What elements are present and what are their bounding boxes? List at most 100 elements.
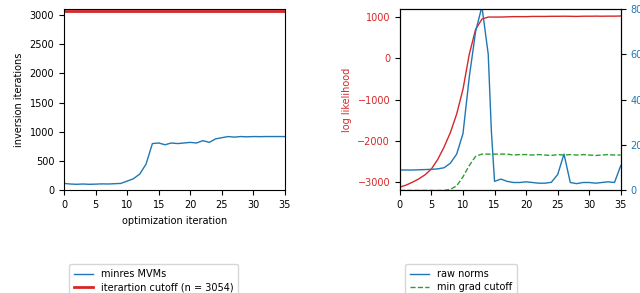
minres MVMs — [281, 135, 289, 138]
minres MVMs — [142, 162, 150, 166]
min grad cutoff — [465, 164, 473, 167]
minres MVMs — [98, 182, 106, 186]
min grad cutoff — [484, 152, 492, 156]
min grad cutoff — [491, 152, 499, 156]
raw norms — [478, 5, 486, 8]
minres MVMs — [124, 179, 131, 183]
minres MVMs — [205, 141, 213, 144]
min grad cutoff — [472, 155, 479, 158]
iterartion cutoff (n = 3054) — [67, 10, 74, 13]
min grad cutoff — [396, 189, 404, 192]
raw norms — [434, 167, 442, 171]
raw norms — [491, 180, 499, 183]
min grad cutoff — [604, 153, 612, 156]
raw norms — [447, 161, 454, 165]
iterartion cutoff (n = 3054) — [60, 10, 68, 13]
min grad cutoff — [478, 152, 486, 156]
raw norms — [547, 180, 555, 184]
raw norms — [408, 168, 416, 172]
min grad cutoff — [579, 153, 587, 156]
min grad cutoff — [415, 189, 422, 192]
minres MVMs — [104, 182, 112, 186]
min grad cutoff — [447, 188, 454, 191]
minres MVMs — [174, 142, 182, 145]
raw norms — [617, 164, 625, 167]
min grad cutoff — [541, 153, 549, 157]
minres MVMs — [73, 183, 81, 186]
minres MVMs — [275, 135, 282, 138]
minres MVMs — [269, 135, 276, 138]
raw norms — [554, 173, 561, 176]
minres MVMs — [117, 182, 125, 185]
minres MVMs — [256, 135, 264, 138]
minres MVMs — [224, 135, 232, 138]
minres MVMs — [155, 141, 163, 145]
Line: minres MVMs: minres MVMs — [64, 137, 285, 184]
raw norms — [403, 168, 410, 172]
Legend: raw norms, min grad cutoff: raw norms, min grad cutoff — [404, 264, 516, 293]
minres MVMs — [111, 182, 118, 185]
raw norms — [604, 180, 612, 184]
minres MVMs — [230, 135, 238, 139]
raw norms — [566, 181, 574, 184]
raw norms — [421, 168, 429, 171]
min grad cutoff — [421, 189, 429, 192]
raw norms — [592, 181, 600, 185]
min grad cutoff — [566, 153, 574, 156]
raw norms — [541, 181, 549, 185]
minres MVMs — [218, 136, 226, 139]
min grad cutoff — [503, 152, 511, 156]
min grad cutoff — [617, 153, 625, 157]
raw norms — [522, 180, 530, 184]
min grad cutoff — [522, 153, 530, 156]
minres MVMs — [60, 182, 68, 185]
minres MVMs — [67, 182, 74, 186]
raw norms — [509, 181, 517, 184]
minres MVMs — [79, 182, 87, 186]
minres MVMs — [262, 135, 270, 138]
raw norms — [598, 181, 605, 184]
min grad cutoff — [560, 153, 568, 157]
raw norms — [497, 177, 505, 181]
min grad cutoff — [440, 189, 448, 192]
min grad cutoff — [554, 153, 561, 156]
minres MVMs — [148, 142, 156, 145]
min grad cutoff — [535, 153, 543, 156]
min grad cutoff — [509, 153, 517, 157]
Y-axis label: inversion iterations: inversion iterations — [14, 52, 24, 147]
raw norms — [459, 132, 467, 135]
Line: min grad cutoff: min grad cutoff — [400, 154, 621, 190]
minres MVMs — [193, 141, 200, 145]
min grad cutoff — [611, 153, 618, 157]
raw norms — [428, 168, 435, 171]
minres MVMs — [161, 143, 169, 146]
raw norms — [465, 75, 473, 79]
raw norms — [516, 181, 524, 184]
min grad cutoff — [497, 152, 505, 156]
min grad cutoff — [408, 189, 416, 192]
raw norms — [415, 168, 422, 171]
Line: raw norms: raw norms — [400, 6, 621, 184]
raw norms — [579, 181, 587, 184]
minres MVMs — [212, 137, 220, 141]
raw norms — [586, 181, 593, 184]
minres MVMs — [243, 135, 251, 139]
min grad cutoff — [598, 153, 605, 157]
raw norms — [396, 168, 404, 172]
minres MVMs — [130, 177, 138, 180]
minres MVMs — [180, 141, 188, 145]
raw norms — [472, 30, 479, 33]
minres MVMs — [168, 141, 175, 145]
min grad cutoff — [428, 189, 435, 192]
raw norms — [453, 152, 461, 156]
Y-axis label: log likelihood: log likelihood — [342, 67, 352, 132]
min grad cutoff — [592, 154, 600, 157]
minres MVMs — [92, 182, 99, 186]
min grad cutoff — [573, 153, 580, 157]
raw norms — [484, 52, 492, 56]
raw norms — [573, 182, 580, 185]
min grad cutoff — [547, 154, 555, 157]
min grad cutoff — [516, 153, 524, 156]
min grad cutoff — [403, 189, 410, 192]
minres MVMs — [199, 139, 207, 142]
